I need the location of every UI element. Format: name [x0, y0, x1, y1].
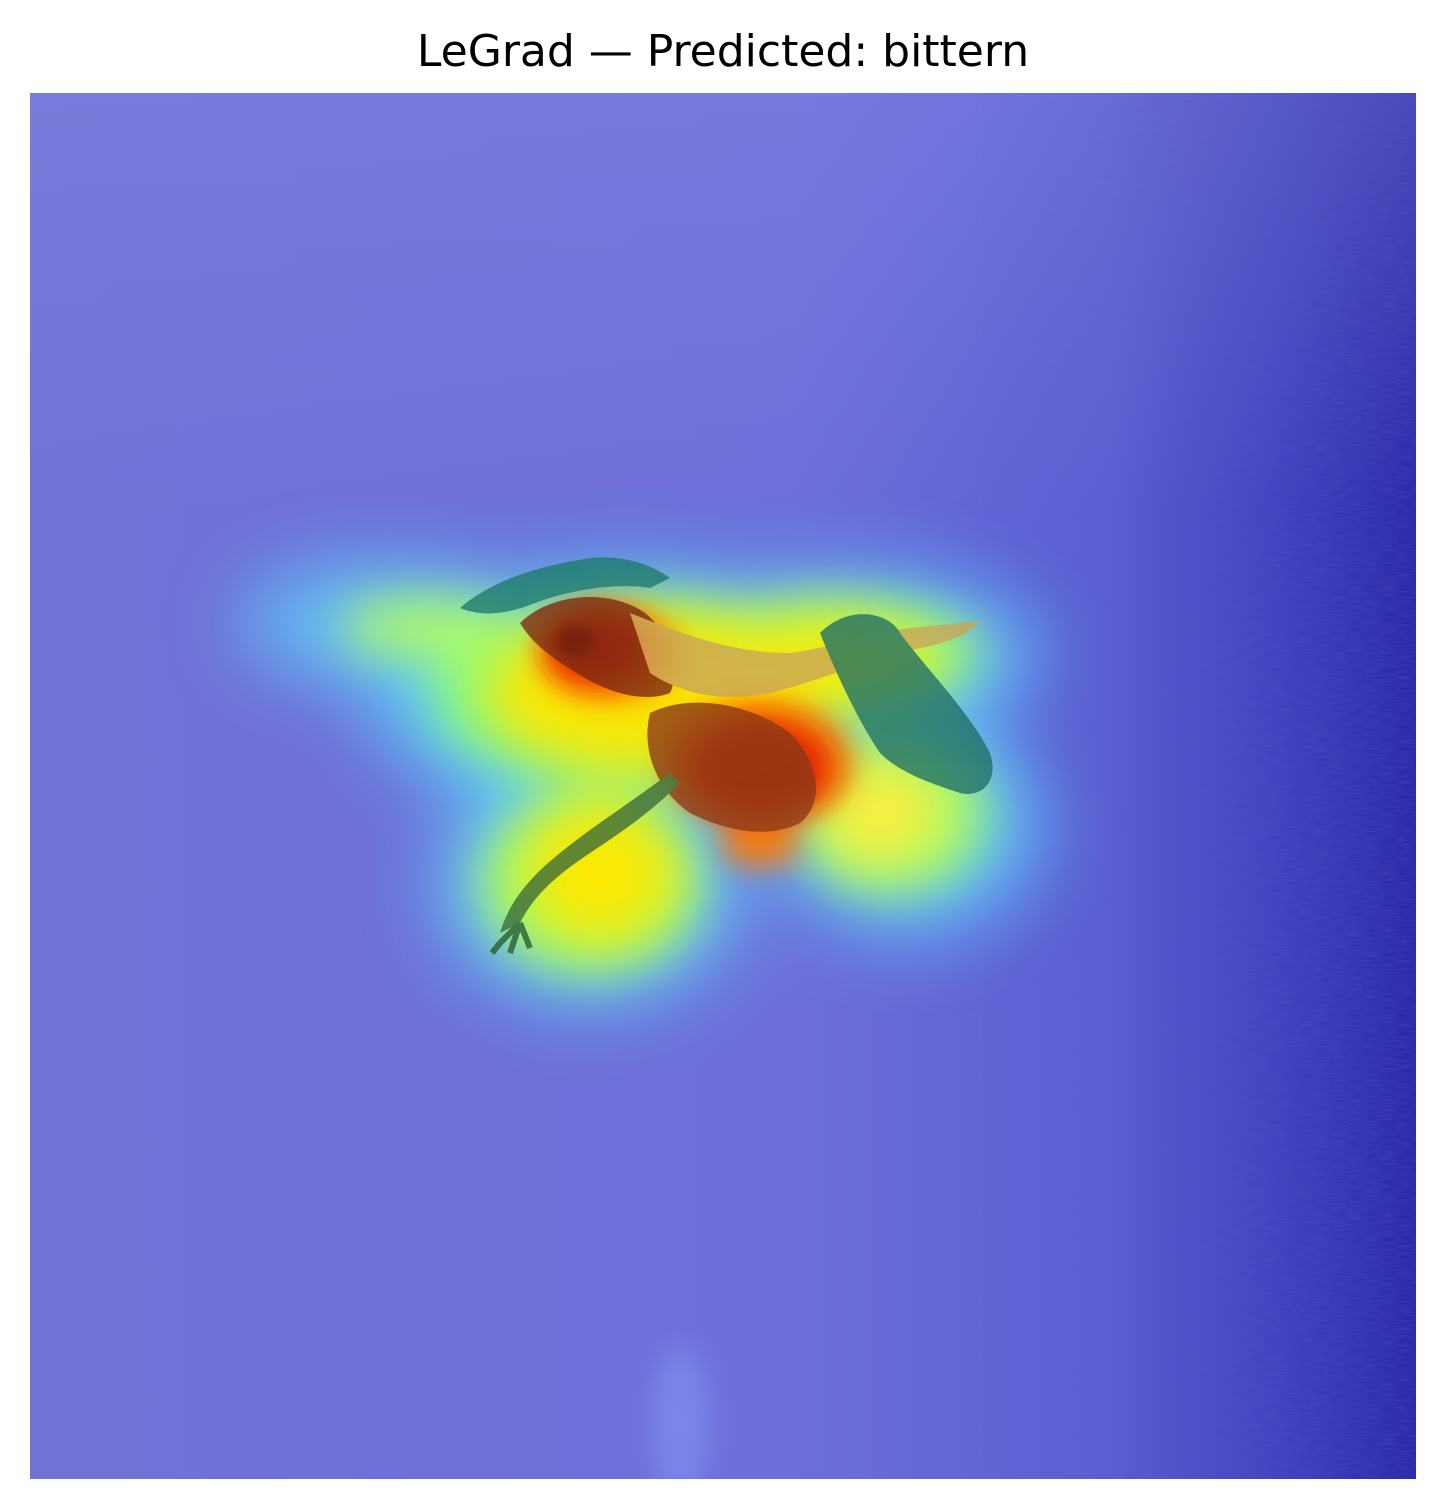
heatmap-overlay-image [30, 93, 1416, 1479]
figure-title: LeGrad — Predicted: bittern [416, 26, 1030, 77]
heatmap-svg [30, 93, 1416, 1479]
bird-icon [460, 557, 993, 955]
